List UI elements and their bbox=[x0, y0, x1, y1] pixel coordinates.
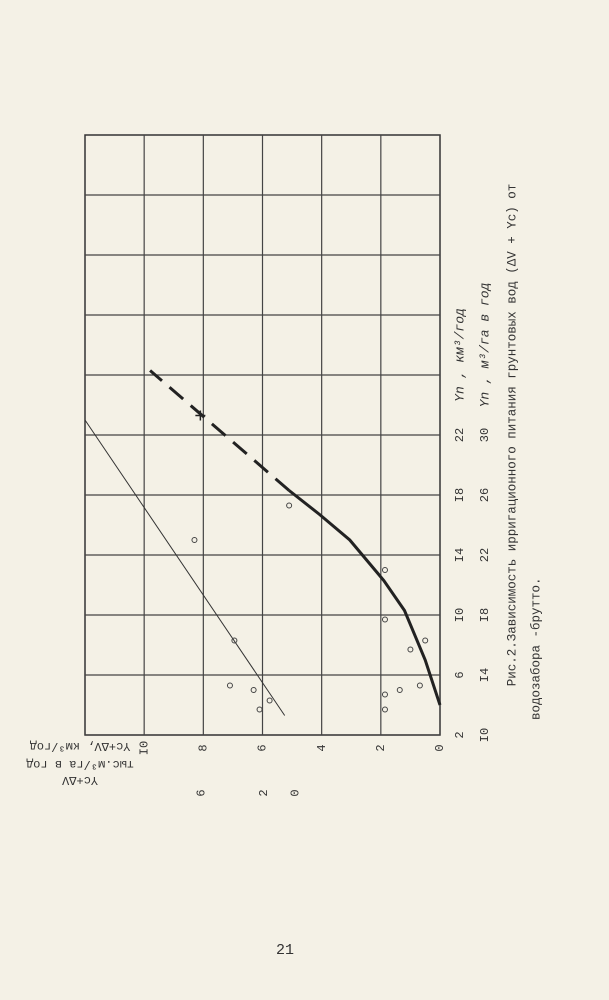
data-point bbox=[416, 682, 423, 689]
y-tick-label: 2 bbox=[374, 744, 388, 751]
x2-tick-label: I0 bbox=[478, 728, 492, 742]
curve bbox=[84, 419, 286, 716]
x-tick-label: I4 bbox=[453, 548, 467, 562]
data-point bbox=[286, 502, 293, 509]
data-point bbox=[381, 706, 388, 713]
y-tick-label: 4 bbox=[315, 744, 329, 751]
x2-tick-label: 22 bbox=[478, 548, 492, 562]
curve bbox=[288, 489, 442, 706]
x-axis-label: Yn , км³/год bbox=[452, 308, 467, 402]
y2-tick-label: 6 bbox=[194, 789, 208, 796]
data-point bbox=[422, 637, 429, 644]
x2-tick-label: 26 bbox=[478, 488, 492, 502]
caption: водозабора -брутто. bbox=[529, 577, 543, 720]
data-point bbox=[266, 697, 273, 704]
data-point bbox=[381, 691, 388, 698]
x2-tick-label: I4 bbox=[478, 668, 492, 682]
x2-axis-label: Yn , м³/га в год bbox=[477, 283, 492, 408]
x-tick-label: 22 bbox=[453, 428, 467, 442]
caption: Рис.2.Зависимость ирригационного питания… bbox=[505, 184, 519, 687]
page-number: 21 bbox=[276, 942, 294, 959]
y2-tick-label: 2 bbox=[257, 789, 271, 796]
x-tick-label: I0 bbox=[453, 608, 467, 622]
data-point bbox=[191, 537, 198, 543]
data-point bbox=[226, 682, 233, 689]
data-point bbox=[381, 616, 388, 623]
y-tick-label: I0 bbox=[137, 741, 151, 755]
data-point bbox=[250, 687, 257, 693]
x2-tick-label: 30 bbox=[478, 428, 492, 442]
y-tick-label: 8 bbox=[197, 744, 211, 751]
y-tick-label: 6 bbox=[256, 744, 270, 751]
y-axis-label: Yc+ΔV, км³/год bbox=[30, 739, 131, 753]
curve bbox=[149, 369, 291, 492]
data-point bbox=[381, 567, 388, 573]
x-tick-label: I8 bbox=[453, 488, 467, 502]
data-point bbox=[231, 637, 238, 644]
data-point bbox=[407, 646, 414, 653]
y-tick-label: 0 bbox=[433, 744, 447, 751]
data-point bbox=[396, 687, 403, 693]
y2-tick-label: 0 bbox=[289, 789, 303, 796]
x-tick-label: 6 bbox=[453, 671, 467, 678]
x2-tick-label: I8 bbox=[478, 608, 492, 622]
y2-axis-label: тыс.м³/га в год bbox=[26, 757, 134, 771]
y2-axis-label: Yc+ΔV bbox=[61, 773, 98, 787]
x-tick-label: 2 bbox=[453, 731, 467, 738]
cross-marker bbox=[195, 410, 206, 421]
data-point bbox=[256, 706, 263, 713]
